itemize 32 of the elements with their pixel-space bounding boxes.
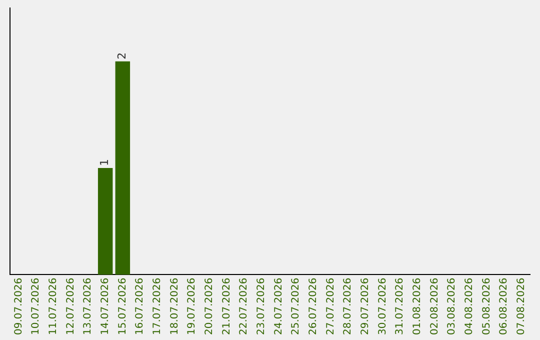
x-tick-label: 27.07.2026 bbox=[325, 278, 336, 336]
x-tick-label: 16.07.2026 bbox=[134, 278, 146, 336]
x-tick-label: 22.07.2026 bbox=[238, 278, 250, 336]
x-tick-label: 06.08.2026 bbox=[498, 278, 510, 336]
x-tick-label: 05.08.2026 bbox=[481, 278, 492, 336]
x-tick-label: 31.07.2026 bbox=[394, 278, 406, 336]
x-tick-label: 30.07.2026 bbox=[377, 278, 388, 336]
x-tick-label: 23.07.2026 bbox=[256, 278, 267, 336]
x-tick-label: 28.07.2026 bbox=[342, 278, 354, 336]
x-tick-label: 14.07.2026 bbox=[100, 278, 111, 336]
x-tick-label: 21.07.2026 bbox=[221, 278, 232, 336]
x-tick-label: 07.08.2026 bbox=[516, 278, 527, 336]
x-tick-label: 29.07.2026 bbox=[360, 278, 371, 336]
x-tick-label: 02.08.2026 bbox=[429, 278, 440, 336]
x-tick-label: 09.07.2026 bbox=[13, 278, 24, 336]
x-tick-label: 19.07.2026 bbox=[186, 278, 198, 336]
x-tick-label: 03.08.2026 bbox=[446, 278, 458, 336]
x-tick-label: 26.07.2026 bbox=[308, 278, 319, 336]
x-tick-label: 25.07.2026 bbox=[290, 278, 302, 336]
x-tick-label: 13.07.2026 bbox=[82, 278, 94, 336]
x-tick-label: 24.07.2026 bbox=[273, 278, 284, 336]
x-tick-label: 20.07.2026 bbox=[204, 278, 215, 336]
x-tick-label: 15.07.2026 bbox=[117, 278, 128, 336]
data-label: 1 bbox=[98, 159, 112, 166]
x-tick-label: 11.07.2026 bbox=[48, 278, 59, 336]
x-tick-label: 01.08.2026 bbox=[412, 278, 423, 336]
x-tick-label: 18.07.2026 bbox=[169, 278, 180, 336]
x-tick-label: 10.07.2026 bbox=[30, 278, 42, 336]
x-tick-label: 12.07.2026 bbox=[65, 278, 76, 336]
x-tick-label: 04.08.2026 bbox=[464, 278, 475, 336]
data-label: 2 bbox=[116, 52, 129, 60]
x-tick-label: 17.07.2026 bbox=[152, 278, 163, 336]
